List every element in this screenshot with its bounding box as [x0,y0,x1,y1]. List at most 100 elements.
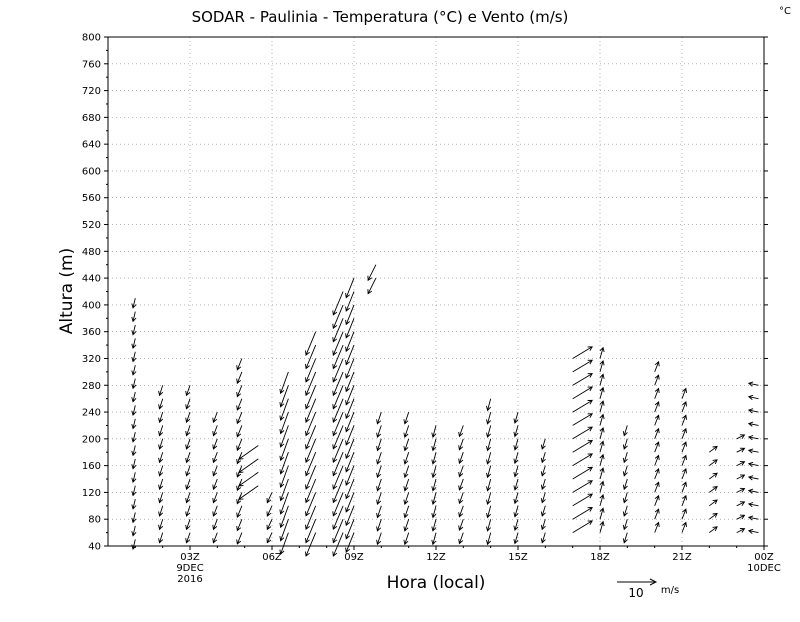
wind-vector-arrow [747,528,759,534]
wind-vector-arrow [332,304,344,330]
wind-vector-arrow [332,291,344,316]
wind-vector-arrow [279,492,289,515]
wind-vector-arrow [376,505,382,519]
wind-vector-arrow [158,398,164,410]
wind-vector-arrow [403,452,410,465]
wind-vector-arrow [736,528,746,534]
wind-vector-arrow [681,508,687,520]
wind-vector-arrow [131,365,137,376]
wind-vector-arrow [572,346,593,359]
wind-vector-arrow [622,438,628,450]
y-tick-label: 240 [82,408,101,419]
wind-vector-arrow [279,452,289,475]
wind-vector-arrow [279,411,289,435]
y-tick-label: 200 [82,434,101,445]
wind-vector-arrow [709,486,718,493]
wind-vector-arrow [332,425,344,450]
wind-vector-arrow [513,478,519,491]
wind-vector-arrow [345,465,355,486]
wind-vector-arrow [345,385,355,406]
x-tick-label: 21Z [672,552,692,563]
wind-vector-arrow [305,385,317,410]
wind-vector-arrow [345,452,355,473]
y-tick-label: 40 [88,542,101,553]
wind-vector-arrow [376,452,382,465]
wind-vector-arrow [747,461,759,467]
x-tick-label: 09Z [344,552,364,563]
y-tick-label: 760 [82,59,101,70]
y-tick-label: 560 [82,193,101,204]
wind-vector-arrow [185,478,191,491]
wind-vector-arrow [185,519,191,531]
wind-vector-arrow [486,465,492,479]
wind-vector-arrow [158,478,164,491]
wind-vector-arrow [279,478,289,502]
y-tick-label: 600 [82,166,101,177]
wind-vector-arrow [266,519,273,531]
wind-vector-arrow [431,425,437,439]
wind-vector-arrow [572,373,593,386]
wind-vector-arrow [486,492,492,506]
wind-vector-arrow [376,532,382,546]
wind-vector-arrow [212,425,218,437]
wind-vector-arrow [158,492,164,504]
wind-vector-arrow [654,401,660,413]
wind-vector-arrow [266,505,273,517]
wind-vector-arrow [709,459,718,466]
reference-vector-unit: m/s [661,585,679,596]
wind-vector-arrow [736,434,746,440]
wind-vector-arrow [131,311,137,323]
wind-vector-arrow [486,398,492,412]
y-tick-label: 160 [82,461,101,472]
wind-vector-arrow [376,519,382,532]
wind-vector-arrow [158,519,164,531]
wind-vector-arrow [332,492,344,517]
wind-vector-arrow [431,532,437,546]
wind-vector-arrow [158,452,164,464]
wind-vector-arrow [238,471,259,487]
wind-vector-arrow [332,465,344,490]
wind-vector-arrow [681,427,687,439]
y-axis-label: Altura (m) [57,248,77,334]
wind-vector-arrow [458,519,464,531]
wind-vector-arrow [279,371,289,395]
wind-vector-arrow [238,445,259,460]
wind-vector-arrow [158,505,164,517]
wind-vector-arrow [131,525,137,537]
wind-vector-arrow [131,324,137,336]
x-axis-label: Hora (local) [387,573,486,593]
wind-vector-arrow [332,452,344,477]
corner-unit-label: °C [779,6,791,17]
x-tick-year: 2016 [177,574,202,585]
wind-vector-arrow [376,411,382,425]
wind-vector-arrow [332,532,344,557]
wind-vector-arrow [572,440,593,453]
wind-vector-arrow [185,465,191,477]
wind-vector-arrow [212,478,218,491]
wind-vector-arrow [654,494,660,506]
wind-vector-arrow [185,385,191,397]
wind-vector-arrow [747,435,759,441]
y-tick-label: 80 [88,515,101,526]
wind-vector-arrow [279,465,289,488]
wind-vector-arrow [654,387,660,399]
wind-vector-arrow [403,465,410,479]
wind-vector-arrow [747,394,759,400]
wind-vector-arrow [345,425,355,446]
y-tick-label: 120 [82,488,101,499]
y-tick-label: 400 [82,300,101,311]
wind-vector-arrow [622,519,628,531]
wind-vector-arrow [709,526,718,533]
y-tick-label: 440 [82,274,101,285]
wind-vector-arrow [513,411,519,424]
wind-vector-arrow [131,512,137,524]
wind-vector-arrow [305,438,317,464]
wind-vector-arrow [131,351,137,363]
wind-vector-arrow [212,465,218,477]
wind-vector-arrow [185,532,191,544]
wind-vector-arrow [279,385,289,408]
wind-vector-arrow [599,467,605,480]
wind-vector-arrow [599,494,605,506]
wind-vector-arrow [599,359,605,373]
wind-vector-arrow [622,492,628,504]
